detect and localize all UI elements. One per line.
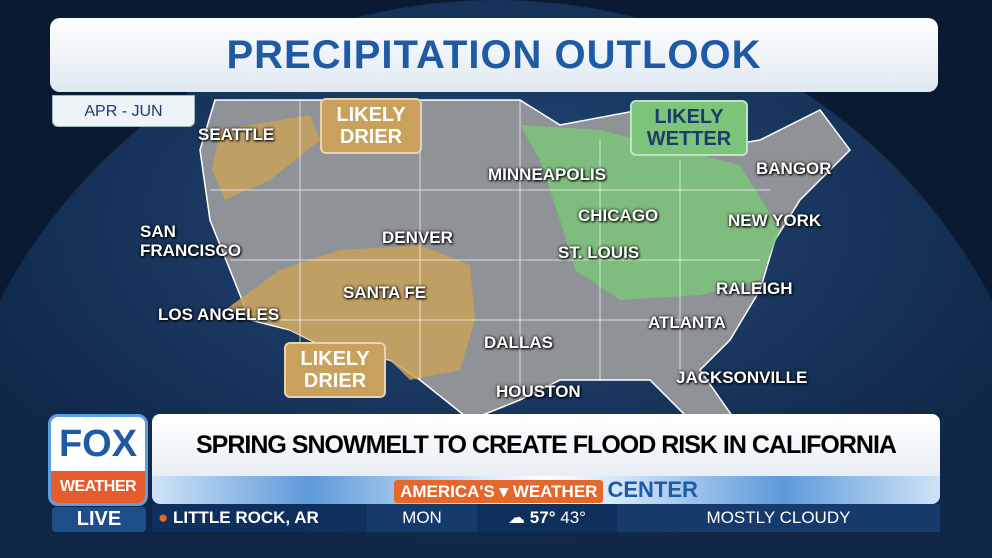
city-denver: DENVER bbox=[382, 228, 453, 247]
logo-weather: WEATHER bbox=[51, 471, 145, 503]
ticker-location: LITTLE ROCK, AR bbox=[173, 508, 319, 527]
weather-ticker: ● LITTLE ROCK, AR MON ☁ 57° 43° MOSTLY C… bbox=[152, 504, 940, 532]
city-new-york: NEW YORK bbox=[728, 211, 822, 230]
live-badge: LIVE bbox=[52, 507, 146, 532]
city-bangor: BANGOR bbox=[756, 159, 832, 178]
likely-drier-nw-label: LIKELY DRIER bbox=[320, 98, 422, 154]
ticker-low: 43° bbox=[560, 508, 586, 527]
ticker-day: MON bbox=[367, 504, 477, 532]
partly-cloudy-icon: ☁ bbox=[508, 508, 526, 527]
ticker-high: 57° bbox=[529, 508, 556, 527]
city-atlanta: ATLANTA bbox=[648, 313, 726, 332]
wetter-zone bbox=[520, 125, 780, 300]
brand-bar: AMERICA'S ▾ WEATHER CENTER bbox=[152, 476, 940, 504]
city-raleigh: RALEIGH bbox=[716, 279, 793, 298]
likely-drier-sw-label: LIKELY DRIER bbox=[284, 342, 386, 398]
city-houston: HOUSTON bbox=[496, 382, 581, 401]
likely-wetter-label: LIKELY WETTER bbox=[630, 100, 748, 156]
location-pin-icon: ● bbox=[158, 508, 169, 527]
fox-weather-logo: FOX WEATHER bbox=[48, 414, 148, 506]
drier-zone-nw bbox=[212, 115, 320, 200]
city-minneapolis: MINNEAPOLIS bbox=[488, 165, 607, 184]
city-jacksonville: JACKSONVILLE bbox=[676, 368, 808, 387]
city-dallas: DALLAS bbox=[484, 333, 553, 352]
period-tab: APR - JUN bbox=[52, 95, 195, 127]
city-san-francisco: SAN FRANCISCO bbox=[140, 222, 242, 260]
headline: SPRING SNOWMELT TO CREATE FLOOD RISK IN … bbox=[152, 414, 940, 476]
drier-zone-sw bbox=[225, 245, 475, 380]
brand-center: CENTER bbox=[607, 477, 698, 502]
city-st-louis: ST. LOUIS bbox=[558, 243, 640, 262]
page-title: PRECIPITATION OUTLOOK bbox=[50, 18, 938, 92]
city-los-angeles: LOS ANGELES bbox=[158, 305, 280, 324]
city-santa-fe: SANTA FE bbox=[343, 283, 427, 302]
ticker-condition: MOSTLY CLOUDY bbox=[617, 504, 940, 532]
brand-americas-weather: AMERICA'S ▾ WEATHER bbox=[394, 480, 604, 503]
state-borders bbox=[210, 100, 770, 400]
logo-fox: FOX bbox=[58, 423, 138, 465]
city-seattle: SEATTLE bbox=[198, 125, 275, 144]
city-chicago: CHICAGO bbox=[578, 206, 659, 225]
